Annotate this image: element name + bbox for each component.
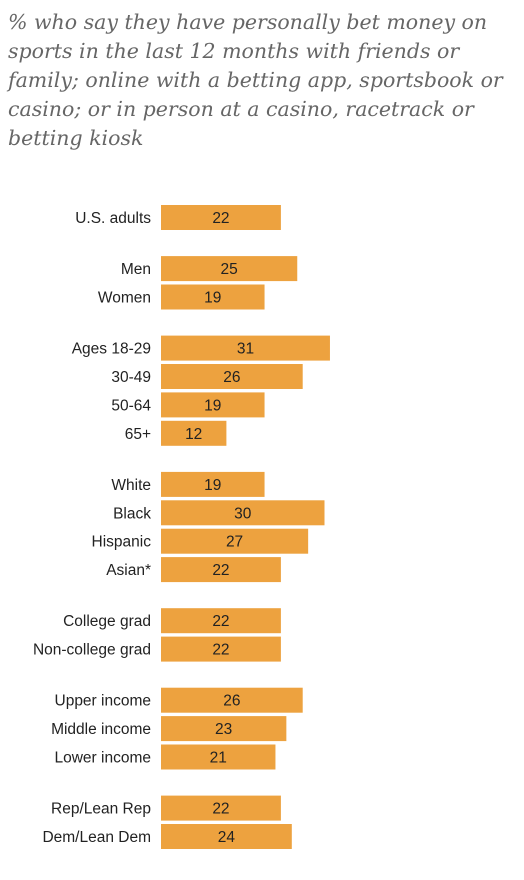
category-label: Men xyxy=(121,261,151,278)
bar xyxy=(161,335,330,361)
bar xyxy=(161,364,303,389)
bar xyxy=(161,500,325,526)
value-label: 22 xyxy=(212,562,229,579)
category-label: Middle income xyxy=(51,721,151,738)
category-label: 30-49 xyxy=(111,369,151,386)
value-label: 24 xyxy=(218,829,236,846)
category-label: Women xyxy=(98,290,151,307)
value-label: 31 xyxy=(237,341,254,358)
category-label: Lower income xyxy=(55,750,152,767)
value-label: 21 xyxy=(210,750,227,767)
value-label: 26 xyxy=(223,693,240,710)
bar xyxy=(161,795,281,821)
chart-subtitle: % who say they have personally bet money… xyxy=(8,10,503,150)
value-label: 27 xyxy=(226,534,243,551)
bar xyxy=(161,420,227,446)
value-label: 19 xyxy=(204,290,221,307)
value-label: 25 xyxy=(221,261,238,278)
category-label: College grad xyxy=(63,613,151,630)
bar xyxy=(161,636,281,662)
bar xyxy=(161,824,292,849)
value-label: 23 xyxy=(215,721,232,738)
category-label: U.S. adults xyxy=(75,210,151,227)
category-label: Non-college grad xyxy=(33,642,151,659)
category-label: Hispanic xyxy=(92,534,152,551)
category-label: Dem/Lean Dem xyxy=(42,829,151,846)
bar xyxy=(161,716,287,742)
bar xyxy=(161,608,281,634)
value-label: 19 xyxy=(204,477,221,494)
value-label: 22 xyxy=(212,801,229,818)
category-label: 65+ xyxy=(125,426,151,443)
value-label: 19 xyxy=(204,397,221,414)
bar xyxy=(161,392,265,418)
value-label: 22 xyxy=(212,210,229,227)
category-label: Upper income xyxy=(55,693,152,710)
value-label: 22 xyxy=(212,642,229,659)
value-label: 12 xyxy=(185,426,202,443)
category-label: White xyxy=(111,477,151,494)
category-label: Ages 18-29 xyxy=(72,341,151,358)
value-label: 22 xyxy=(212,613,229,630)
bar xyxy=(161,744,276,770)
bar xyxy=(161,284,265,310)
bar xyxy=(161,256,298,282)
value-label: 26 xyxy=(223,369,240,386)
bar xyxy=(161,471,265,497)
bar xyxy=(161,528,309,554)
bar xyxy=(161,687,303,713)
bar xyxy=(161,205,281,230)
value-label: 30 xyxy=(234,505,252,522)
bar xyxy=(161,557,281,583)
category-label: 50-64 xyxy=(111,397,151,414)
category-label: Rep/Lean Rep xyxy=(51,801,151,818)
category-label: Black xyxy=(113,505,151,522)
category-label: Asian* xyxy=(106,562,151,579)
